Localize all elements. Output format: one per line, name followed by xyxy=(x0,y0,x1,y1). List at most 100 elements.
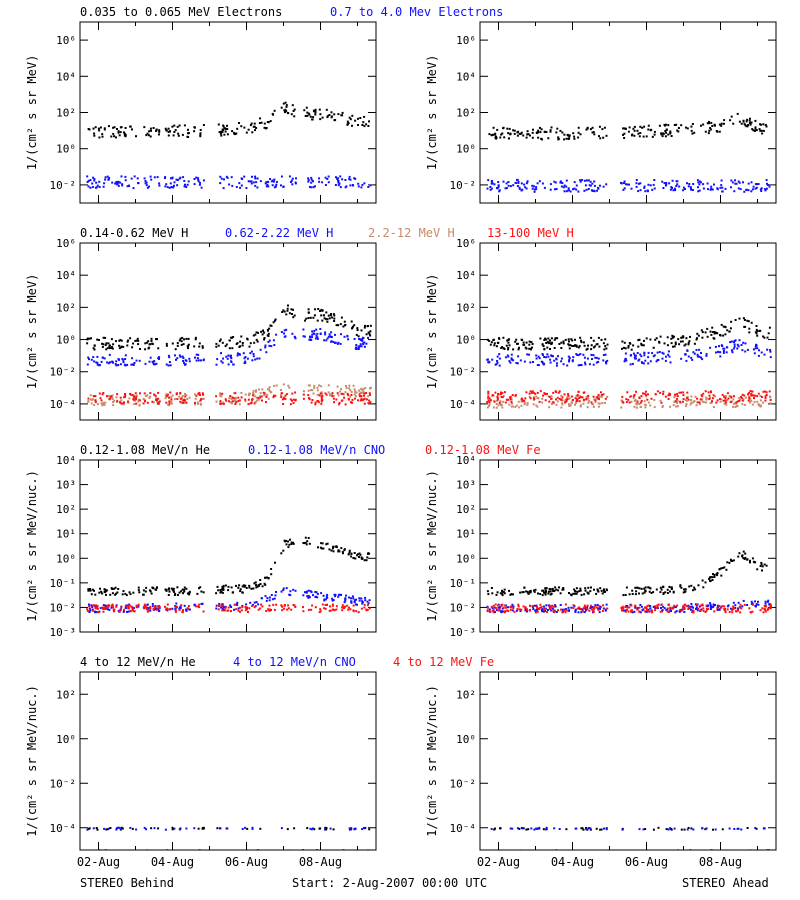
point-ahead-protons-0-114 xyxy=(488,339,491,342)
point-ahead-heavy_low-2-165 xyxy=(683,608,686,611)
point-behind-heavy_low-1-67 xyxy=(337,595,340,598)
point-ahead-electrons-1-0 xyxy=(533,188,536,191)
point-behind-heavy_low-2-91 xyxy=(329,609,332,612)
point-ahead-electrons-1-70 xyxy=(535,188,538,191)
point-ahead-protons-0-179 xyxy=(640,344,643,347)
series-ahead-electrons-0 xyxy=(488,112,768,141)
point-behind-heavy_low-0-193 xyxy=(104,590,107,593)
point-behind-protons-0-149 xyxy=(353,324,356,327)
point-behind-heavy_low-2-161 xyxy=(226,609,229,612)
point-ahead-electrons-0-67 xyxy=(518,132,521,135)
point-behind-electrons-1-216 xyxy=(272,180,275,183)
point-behind-protons-1-78 xyxy=(323,339,326,342)
series-behind-electrons-1 xyxy=(86,175,372,190)
point-ahead-heavy_high-0-44 xyxy=(704,828,707,831)
point-ahead-heavy_low-0-123 xyxy=(638,587,641,590)
point-ahead-electrons-0-179 xyxy=(547,137,550,140)
point-ahead-heavy_low-0-10 xyxy=(688,585,691,588)
point-behind-electrons-0-31 xyxy=(199,129,202,131)
point-behind-protons-1-209 xyxy=(347,338,350,341)
point-ahead-electrons-1-105 xyxy=(653,179,656,181)
point-behind-heavy_low-0-229 xyxy=(305,543,308,546)
point-ahead-protons-2-177 xyxy=(673,396,676,399)
point-ahead-protons-1-210 xyxy=(656,359,659,362)
point-ahead-protons-1-5 xyxy=(769,349,772,351)
point-ahead-heavy_low-0-180 xyxy=(533,589,535,592)
point-behind-heavy_low-2-145 xyxy=(346,604,349,607)
point-ahead-protons-1-9 xyxy=(687,355,690,358)
point-behind-protons-0-100 xyxy=(217,344,220,347)
point-behind-heavy_low-0-130 xyxy=(245,587,248,589)
point-behind-heavy_low-2-42 xyxy=(133,610,136,613)
point-behind-heavy_low-1-75 xyxy=(366,600,369,603)
point-behind-heavy_high-0-11 xyxy=(150,827,153,830)
point-ahead-heavy_low-1-237 xyxy=(495,609,498,612)
point-behind-heavy_high-1-26 xyxy=(119,828,122,831)
point-behind-electrons-1-54 xyxy=(166,186,169,189)
point-behind-electrons-0-135 xyxy=(306,114,309,117)
point-ahead-heavy_low-2-176 xyxy=(502,606,505,609)
point-ahead-protons-3-81 xyxy=(548,396,551,398)
point-behind-protons-0-105 xyxy=(323,314,325,317)
point-ahead-heavy_low-0-225 xyxy=(491,592,494,595)
point-ahead-protons-1-180 xyxy=(577,364,580,367)
point-behind-electrons-0-194 xyxy=(273,109,276,112)
ytick-label-behind-heavy_high-1: 10⁰ xyxy=(56,733,76,746)
point-behind-protons-0-142 xyxy=(330,313,332,315)
point-behind-heavy_low-1-218 xyxy=(236,604,239,606)
point-ahead-protons-3-43 xyxy=(660,401,663,404)
point-behind-protons-3-29 xyxy=(139,392,141,395)
point-ahead-heavy_low-0-222 xyxy=(753,561,756,564)
point-behind-electrons-1-154 xyxy=(238,182,241,185)
point-behind-protons-1-156 xyxy=(294,337,297,340)
point-ahead-electrons-0-167 xyxy=(747,124,750,126)
point-behind-protons-1-124 xyxy=(324,333,327,336)
point-behind-heavy_high-2-28 xyxy=(93,851,95,853)
point-behind-electrons-0-202 xyxy=(202,124,205,126)
point-ahead-electrons-1-29 xyxy=(754,187,757,190)
point-behind-electrons-0-167 xyxy=(178,124,181,127)
point-behind-heavy_low-1-219 xyxy=(222,605,225,608)
point-ahead-electrons-0-169 xyxy=(532,128,534,131)
point-behind-protons-2-178 xyxy=(321,393,324,396)
point-ahead-protons-0-188 xyxy=(682,335,685,338)
point-ahead-heavy_low-0-81 xyxy=(744,556,747,559)
point-ahead-heavy_low-1-229 xyxy=(718,608,721,611)
point-ahead-protons-3-71 xyxy=(556,396,559,399)
point-behind-protons-1-135 xyxy=(215,363,218,366)
point-ahead-heavy_low-1-184 xyxy=(710,605,712,608)
point-behind-protons-3-186 xyxy=(102,392,105,394)
point-ahead-heavy_low-0-215 xyxy=(579,587,582,590)
point-ahead-electrons-0-146 xyxy=(680,124,683,127)
point-behind-protons-0-24 xyxy=(171,342,174,345)
point-behind-heavy_low-2-139 xyxy=(321,603,324,606)
point-ahead-protons-1-117 xyxy=(705,353,708,356)
point-behind-heavy_low-0-218 xyxy=(285,543,288,546)
point-behind-protons-0-3 xyxy=(126,340,129,343)
point-behind-protons-2-28 xyxy=(254,395,257,398)
point-behind-protons-2-215 xyxy=(259,395,262,398)
point-behind-protons-3-85 xyxy=(98,392,101,395)
point-behind-protons-3-20 xyxy=(320,402,323,405)
point-behind-protons-2-4 xyxy=(316,386,319,389)
point-behind-electrons-0-40 xyxy=(284,101,287,104)
point-behind-electrons-0-98 xyxy=(292,110,295,112)
point-ahead-protons-1-14 xyxy=(686,349,689,352)
point-ahead-protons-2-181 xyxy=(606,395,609,398)
point-ahead-electrons-1-3 xyxy=(486,187,489,190)
point-ahead-protons-3-90 xyxy=(552,401,555,404)
point-behind-protons-3-136 xyxy=(366,398,368,401)
point-behind-protons-0-63 xyxy=(270,324,273,327)
point-behind-heavy_low-1-35 xyxy=(88,607,91,610)
point-behind-protons-1-195 xyxy=(131,357,134,360)
point-behind-electrons-1-42 xyxy=(243,175,246,178)
point-ahead-protons-2-236 xyxy=(528,395,531,398)
point-behind-protons-2-164 xyxy=(164,394,167,397)
point-behind-electrons-1-121 xyxy=(108,176,111,179)
point-ahead-protons-1-164 xyxy=(566,364,569,367)
point-ahead-protons-1-119 xyxy=(705,354,708,357)
point-behind-heavy_low-0-78 xyxy=(183,586,186,589)
point-behind-electrons-0-163 xyxy=(285,110,288,113)
point-ahead-electrons-1-62 xyxy=(562,186,565,189)
point-behind-electrons-1-38 xyxy=(173,184,175,187)
